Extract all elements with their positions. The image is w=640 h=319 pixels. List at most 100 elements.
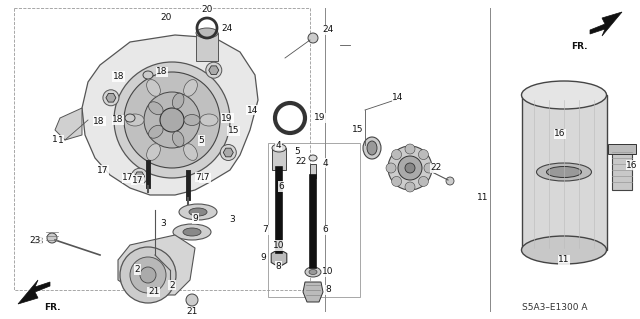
Text: 17: 17 (199, 174, 211, 182)
Text: 2: 2 (135, 265, 140, 274)
Text: 18: 18 (112, 115, 124, 124)
Bar (272, 148, 286, 170)
Text: 17: 17 (122, 174, 134, 182)
Text: 6: 6 (279, 182, 284, 191)
Circle shape (392, 150, 401, 160)
Text: 23: 23 (29, 236, 41, 245)
Circle shape (120, 247, 176, 303)
Text: 3: 3 (161, 219, 166, 228)
Ellipse shape (279, 107, 301, 129)
Circle shape (160, 108, 184, 132)
Circle shape (130, 257, 166, 293)
Text: 14: 14 (392, 93, 404, 102)
Ellipse shape (196, 28, 218, 38)
Circle shape (206, 62, 222, 78)
Text: 6: 6 (322, 226, 328, 234)
Ellipse shape (309, 155, 317, 161)
Ellipse shape (148, 102, 163, 115)
Circle shape (144, 92, 200, 148)
Polygon shape (55, 108, 82, 140)
Text: 8: 8 (276, 262, 281, 271)
Text: 7: 7 (196, 173, 201, 182)
Ellipse shape (148, 125, 163, 138)
Circle shape (424, 163, 434, 173)
Circle shape (124, 72, 220, 168)
Text: 3: 3 (229, 216, 235, 225)
Ellipse shape (536, 163, 591, 181)
Circle shape (131, 168, 147, 184)
Ellipse shape (184, 144, 197, 160)
Text: 5: 5 (294, 147, 300, 157)
Ellipse shape (200, 114, 218, 126)
Ellipse shape (173, 224, 211, 240)
Ellipse shape (305, 267, 321, 277)
Ellipse shape (147, 80, 161, 96)
Ellipse shape (179, 204, 217, 220)
Text: 17: 17 (132, 176, 143, 185)
Circle shape (386, 163, 396, 173)
Text: 9: 9 (193, 214, 198, 223)
Text: 19: 19 (314, 114, 326, 122)
Text: 10: 10 (323, 268, 333, 277)
Text: 19: 19 (221, 114, 233, 122)
Text: 20: 20 (161, 13, 172, 22)
Text: FR.: FR. (44, 303, 61, 313)
Text: 11: 11 (477, 193, 489, 202)
Polygon shape (106, 93, 116, 102)
Text: 8: 8 (325, 286, 331, 294)
Polygon shape (271, 249, 287, 267)
Polygon shape (223, 148, 234, 157)
Bar (608, 144, 636, 154)
Text: 1: 1 (52, 136, 58, 145)
Polygon shape (590, 12, 622, 36)
Polygon shape (118, 235, 195, 295)
Bar (612, 148, 632, 190)
Circle shape (419, 176, 428, 186)
Text: 20: 20 (202, 5, 212, 14)
Ellipse shape (126, 114, 144, 126)
Text: 18: 18 (156, 68, 168, 77)
Circle shape (140, 267, 156, 283)
Ellipse shape (172, 131, 184, 147)
Circle shape (388, 146, 432, 190)
Text: S5A3–E1300 A: S5A3–E1300 A (522, 303, 588, 313)
Text: 24: 24 (323, 26, 333, 34)
Polygon shape (18, 280, 50, 304)
Text: 2: 2 (169, 280, 175, 290)
Text: 24: 24 (221, 24, 233, 33)
Circle shape (405, 163, 415, 173)
Ellipse shape (184, 80, 197, 96)
Ellipse shape (125, 114, 135, 122)
Ellipse shape (363, 137, 381, 159)
Text: 11: 11 (558, 256, 570, 264)
Ellipse shape (522, 236, 607, 264)
Circle shape (47, 233, 57, 243)
Text: 21: 21 (186, 308, 198, 316)
Ellipse shape (522, 81, 607, 109)
Ellipse shape (547, 167, 582, 177)
Circle shape (405, 182, 415, 192)
Ellipse shape (183, 228, 201, 236)
Text: 1: 1 (58, 136, 63, 145)
Text: 14: 14 (247, 106, 259, 115)
Text: 4: 4 (276, 141, 281, 150)
Bar (310, 164, 316, 178)
Polygon shape (134, 172, 145, 181)
Text: 5: 5 (199, 136, 204, 145)
Polygon shape (209, 66, 219, 75)
Text: 16: 16 (627, 160, 637, 169)
Circle shape (392, 176, 401, 186)
Ellipse shape (189, 208, 207, 216)
Text: 16: 16 (554, 130, 566, 138)
Circle shape (308, 33, 318, 43)
Text: 15: 15 (352, 125, 364, 135)
Ellipse shape (143, 71, 153, 79)
Bar (522, 95, 607, 250)
Circle shape (220, 145, 236, 160)
Bar (14, 8, 310, 290)
Text: FR.: FR. (572, 42, 588, 51)
Ellipse shape (272, 144, 286, 152)
Bar (268, 143, 360, 297)
Polygon shape (303, 282, 323, 302)
Circle shape (398, 156, 422, 180)
